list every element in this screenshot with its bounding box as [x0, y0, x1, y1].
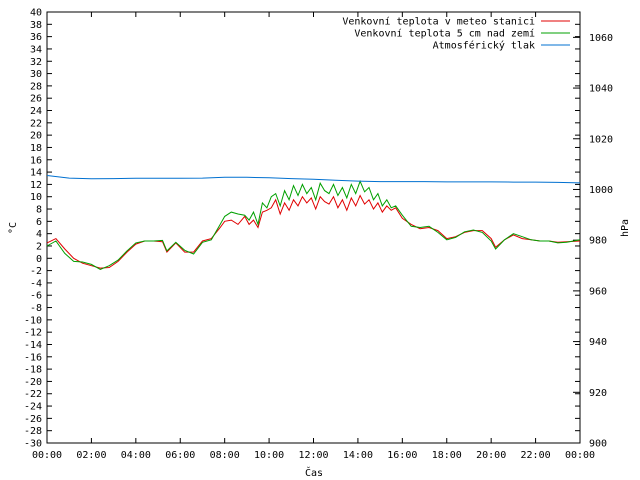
y-tick-label: 4: [36, 229, 42, 240]
y-tick-label: -10: [24, 315, 42, 326]
y-tick-label: 34: [30, 44, 42, 55]
y-tick-label: 36: [30, 32, 42, 43]
x-axis: 00:00 02:00 04:00 06:00 08:00 10:00 12:00 14:00…: [32, 12, 595, 461]
y-tick-label: 18: [30, 143, 42, 154]
legend-label-3: Atmosférický tlak: [433, 40, 535, 52]
x-tick-label: 08:00: [210, 450, 240, 461]
x-tick-label: 10:00: [254, 450, 284, 461]
x-tick-label: 00:00: [565, 450, 595, 461]
y-tick-label: -26: [24, 414, 42, 425]
y-tick-label: -8: [30, 303, 42, 314]
y-tick-label: 24: [30, 106, 42, 117]
y2-tick-label: 1000: [589, 185, 613, 196]
x-tick-label: 16:00: [387, 450, 417, 461]
y-tick-label: -16: [24, 352, 42, 363]
legend: Venkovní teplota v meteo staniciVenkovní…: [342, 16, 570, 52]
y2-tick-label: 900: [589, 439, 607, 450]
y-tick-label: -20: [24, 377, 42, 388]
y-axis-label: °C: [8, 222, 19, 234]
y-tick-label: -22: [24, 389, 42, 400]
x-tick-label: 00:00: [32, 450, 62, 461]
y2-tick-label: 960: [589, 286, 607, 297]
y-tick-label: 28: [30, 81, 42, 92]
y-tick-label: 20: [30, 131, 42, 142]
y-tick-label: 6: [36, 217, 42, 228]
y-tick-label: -18: [24, 365, 42, 376]
y-axis-left: -30-28-26-24-22-20-18-16-14-12-10-8-6-4-…: [24, 8, 580, 450]
y-tick-label: -24: [24, 402, 42, 413]
y-tick-label: 26: [30, 94, 42, 105]
plot-border: [46, 11, 581, 444]
y-tick-label: -2: [30, 266, 42, 277]
x-tick-label: 02:00: [76, 450, 106, 461]
y2-axis-label: hPa: [620, 219, 631, 237]
y-tick-label: 32: [30, 57, 42, 68]
y-tick-label: 10: [30, 192, 42, 203]
y2-tick-label: 980: [589, 236, 607, 247]
series-line-2: [46, 179, 581, 270]
y-tick-label: -6: [30, 291, 42, 302]
x-tick-label: 14:00: [343, 450, 373, 461]
x-axis-label: Čas: [305, 466, 323, 479]
series-line-3: [46, 175, 581, 184]
y2-tick-label: 1040: [589, 84, 613, 95]
y-tick-label: -30: [24, 439, 42, 450]
y-tick-label: 30: [30, 69, 42, 80]
series-line-1: [46, 194, 581, 269]
y-tick-label: 40: [30, 8, 42, 19]
x-tick-label: 04:00: [121, 450, 151, 461]
y-tick-label: -12: [24, 328, 42, 339]
y2-tick-label: 940: [589, 337, 607, 348]
y-tick-label: 22: [30, 118, 42, 129]
y-tick-label: -14: [24, 340, 42, 351]
series-lines: [46, 175, 581, 270]
x-tick-label: 18:00: [432, 450, 462, 461]
y-tick-label: -4: [30, 278, 42, 289]
y-axis-right: 900 920 940 960 980 1000 1020 1040 1060: [573, 33, 613, 450]
y2-tick-label: 1060: [589, 33, 613, 44]
y-tick-label: 14: [30, 168, 42, 179]
plot-frame: [46, 11, 581, 444]
legend-label-1: Venkovní teplota v meteo stanici: [342, 16, 535, 28]
y2-tick-label: 920: [589, 388, 607, 399]
y-tick-label: 2: [36, 241, 42, 252]
y-tick-label: 0: [36, 254, 42, 265]
x-tick-label: 20:00: [476, 450, 506, 461]
legend-label-2: Venkovní teplota 5 cm nad zemí: [354, 28, 535, 40]
x-tick-label: 12:00: [298, 450, 328, 461]
y-tick-label: 16: [30, 155, 42, 166]
y-tick-label: 8: [36, 205, 42, 216]
x-tick-label: 06:00: [165, 450, 195, 461]
y-tick-label: -28: [24, 426, 42, 437]
x-tick-label: 22:00: [521, 450, 551, 461]
y-tick-label: 38: [30, 20, 42, 31]
y2-tick-label: 1020: [589, 134, 613, 145]
y-tick-label: 12: [30, 180, 42, 191]
